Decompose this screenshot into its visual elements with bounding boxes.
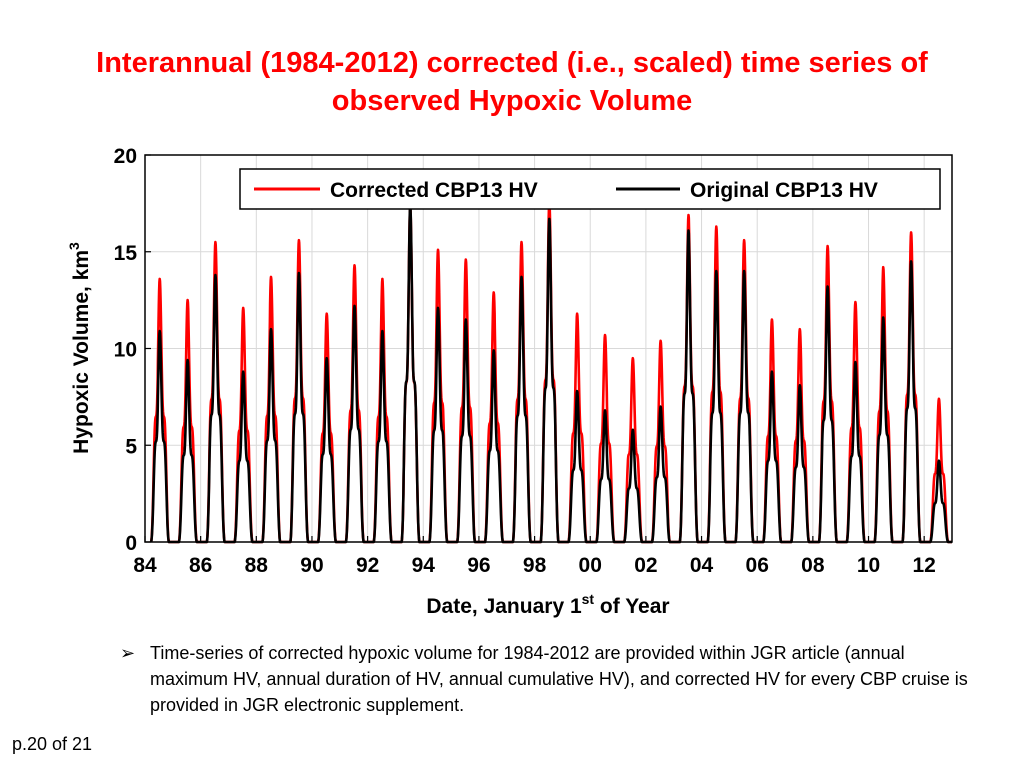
y-tick-label: 15	[114, 242, 138, 265]
bullet-text: Time-series of corrected hypoxic volume …	[150, 643, 968, 715]
x-tick-label: 88	[245, 554, 269, 577]
x-tick-label: 86	[189, 554, 212, 577]
x-tick-label: 92	[356, 554, 379, 577]
x-axis-label: Date, January 1st of Year	[426, 591, 669, 618]
legend: Corrected CBP13 HV Original CBP13 HV	[239, 168, 941, 210]
x-tick-label: 10	[857, 554, 880, 577]
x-tick-label: 00	[579, 554, 602, 577]
x-tick-label: 84	[133, 554, 157, 577]
legend-label-corrected: Corrected CBP13 HV	[330, 179, 538, 202]
bullet-arrow-icon: ➢	[120, 643, 136, 663]
y-tick-label: 5	[125, 435, 137, 458]
y-tick-label: 20	[114, 145, 137, 168]
slide-title: Interannual (1984-2012) corrected (i.e.,…	[96, 47, 928, 117]
series-original	[149, 204, 952, 544]
hypoxic-volume-chart: 84 86 88 90 92 94 96 98 00 02 04 06 08 10 12 05101520 …	[66, 145, 953, 618]
x-tick-label: 04	[690, 554, 714, 577]
y-axis-label: Hypoxic Volume, km3	[66, 242, 93, 454]
x-tick-label: 94	[412, 554, 436, 577]
x-tick-label: 06	[746, 554, 769, 577]
legend-box	[239, 168, 941, 210]
y-tick-label: 10	[114, 339, 137, 362]
page-number: p.20 of 21	[12, 734, 93, 754]
x-tick-label: 98	[523, 554, 547, 577]
x-tick-label: 02	[634, 554, 657, 577]
x-axis-ticks: 84 86 88 90 92 94 96 98 00 02 04 06 08 10 12	[133, 536, 936, 577]
x-tick-label: 90	[300, 554, 323, 577]
series-line-original	[149, 204, 952, 544]
legend-label-original: Original CBP13 HV	[690, 179, 878, 202]
bullet-point: ➢ Time-series of corrected hypoxic volum…	[120, 640, 980, 718]
x-tick-label: 96	[467, 554, 490, 577]
x-tick-label: 08	[801, 554, 825, 577]
x-tick-label: 12	[912, 554, 935, 577]
y-axis-ticks: 0 5 10 15 20	[114, 145, 151, 555]
y-tick-label: 0	[125, 532, 137, 555]
